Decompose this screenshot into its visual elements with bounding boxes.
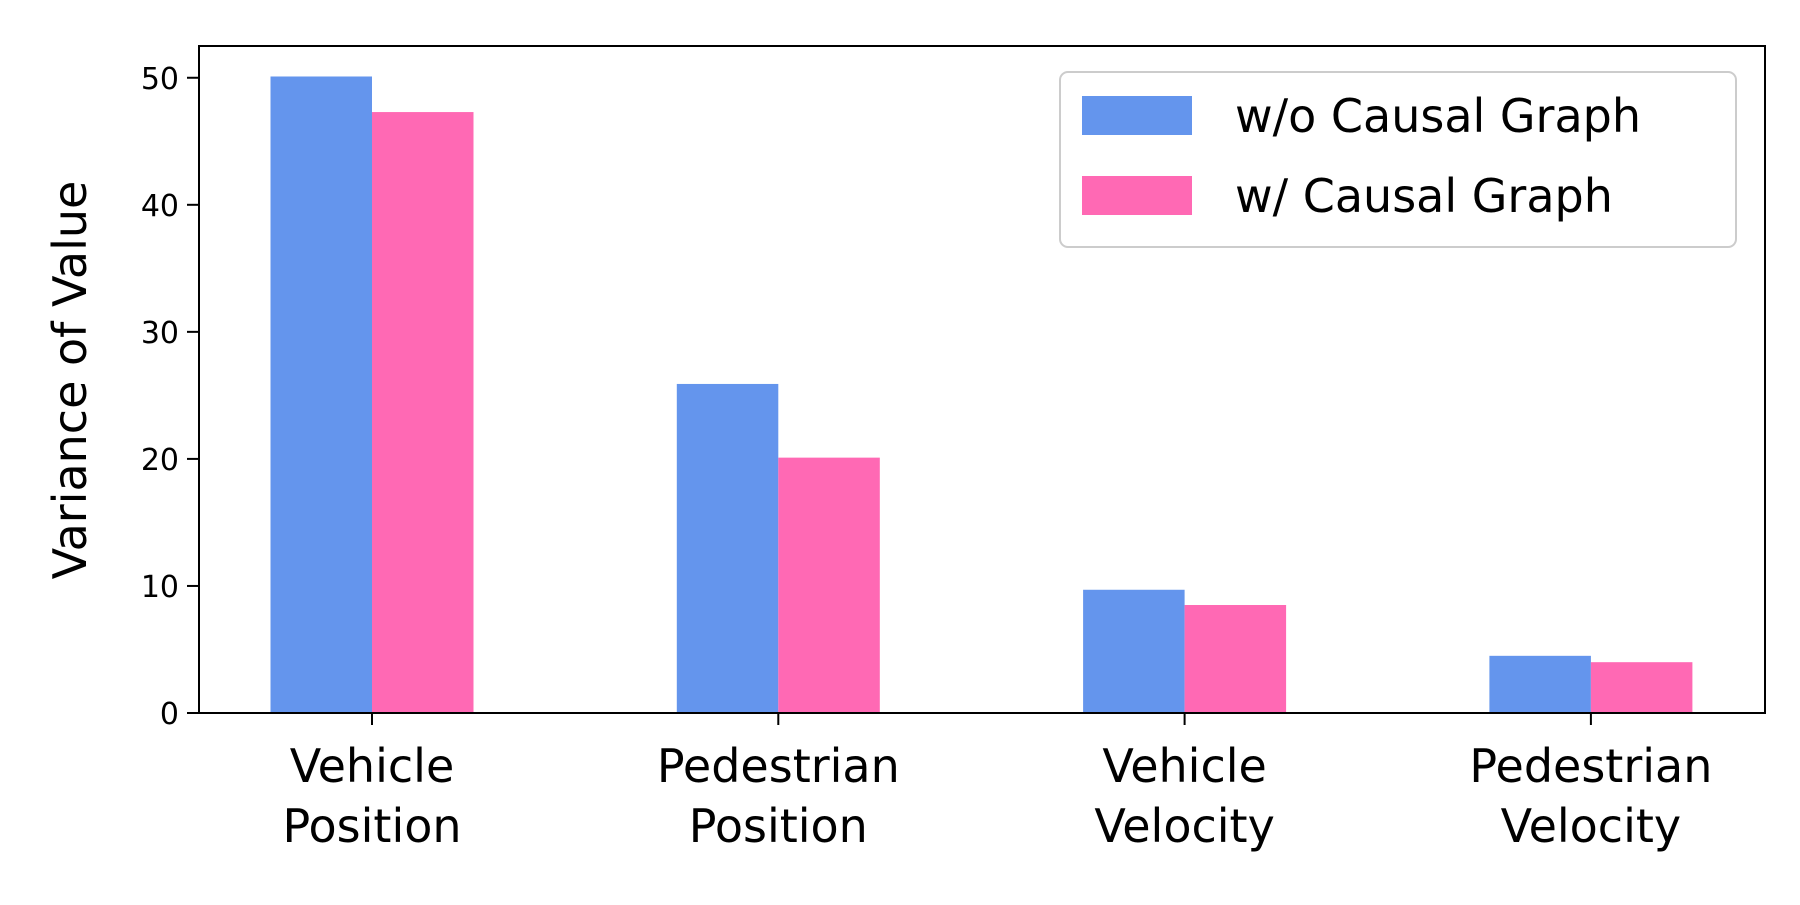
y-tick-label: 0: [160, 697, 179, 732]
x-tick-label: Vehicle Velocity: [1094, 739, 1274, 853]
bar-with-causal-graph-1: [778, 457, 880, 713]
bar-without-causal-graph-1: [676, 383, 779, 713]
legend-box: [1059, 71, 1737, 248]
bar-with-causal-graph-2: [1184, 605, 1287, 713]
y-tick-label: 40: [141, 189, 179, 224]
bar-without-causal-graph-0: [270, 76, 372, 713]
x-axis: Vehicle Position Pedestrian Position Vehicle…: [282, 713, 1712, 853]
x-tick-label: Vehicle Position: [282, 739, 461, 853]
x-tick-label: Pedestrian Velocity: [1469, 739, 1712, 853]
bar-without-causal-graph-2: [1083, 589, 1185, 713]
y-axis: 0 10 20 30 40 50: [141, 62, 199, 732]
y-tick-label: 20: [141, 443, 179, 478]
y-axis-title: Variance of Value: [43, 181, 97, 580]
legend-label-without-causal-graph: w/o Causal Graph: [1235, 89, 1641, 143]
y-tick-label: 30: [141, 316, 179, 351]
legend: w/o Causal Graph w/ Causal Graph: [1059, 71, 1737, 248]
bars: [270, 76, 1693, 713]
legend-label-with-causal-graph: w/ Causal Graph: [1235, 169, 1613, 223]
bar-with-causal-graph-0: [372, 112, 474, 713]
y-tick-label: 10: [141, 570, 179, 605]
plot-area: [198, 45, 1766, 714]
plot-frame: [198, 45, 1766, 714]
bar-with-causal-graph-3: [1590, 662, 1693, 713]
legend-swatch-without-causal-graph: [1082, 96, 1192, 135]
bar-without-causal-graph-3: [1489, 655, 1591, 713]
legend-swatch-with-causal-graph: [1082, 176, 1192, 215]
x-tick-label: Pedestrian Position: [657, 739, 900, 853]
y-tick-label: 50: [141, 62, 179, 97]
